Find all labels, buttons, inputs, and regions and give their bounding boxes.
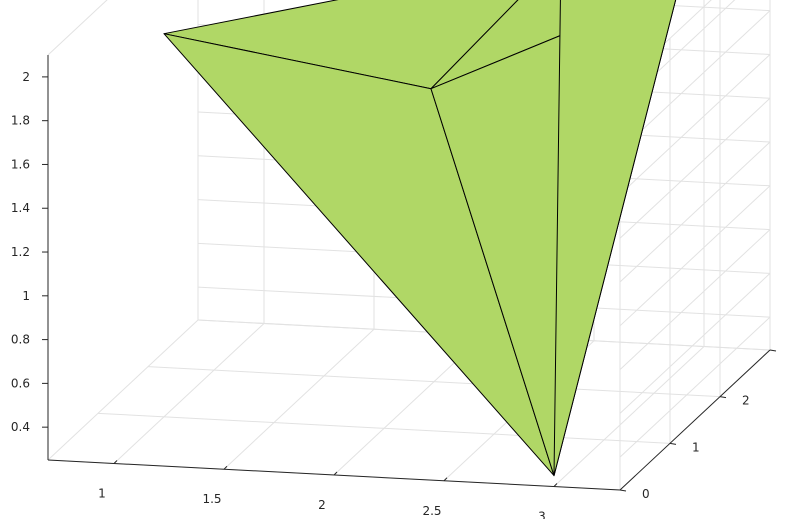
y-tick-label: 1 xyxy=(692,440,700,454)
x-tick xyxy=(113,460,118,464)
grid-line-x-floor xyxy=(113,323,265,464)
z-tick-label: 0.6 xyxy=(11,376,30,390)
y-tick-label: 2 xyxy=(742,394,750,408)
y-tick-label: 0 xyxy=(642,487,650,501)
y-axis xyxy=(619,349,771,491)
box-edge xyxy=(47,319,199,461)
grid-line-y-floor xyxy=(147,366,721,398)
grid-line-z-side xyxy=(619,316,771,458)
tick-labels: 11.522.5301230.40.60.811.21.41.61.82 xyxy=(11,70,750,519)
x-tick-label: 2.5 xyxy=(422,504,441,518)
grid-line-x-floor xyxy=(223,328,375,470)
y-tick xyxy=(669,442,677,445)
grid-line-y-floor xyxy=(97,412,671,444)
grid-line-z-side xyxy=(619,10,771,152)
x-tick xyxy=(223,465,228,470)
surface-face xyxy=(553,0,677,477)
z-tick-label: 1.2 xyxy=(11,245,30,259)
x-tick xyxy=(553,483,558,487)
grid-line-x-floor xyxy=(553,346,705,487)
axes xyxy=(42,55,777,492)
y-tick xyxy=(719,396,727,399)
z-tick-label: 1.6 xyxy=(11,157,30,171)
x-tick xyxy=(443,477,448,482)
x-tick xyxy=(333,471,338,476)
x-tick-label: 1.5 xyxy=(202,492,221,506)
z-tick-label: 1.4 xyxy=(11,201,30,215)
surface-faces xyxy=(163,0,677,477)
x-tick-label: 2 xyxy=(318,498,326,512)
z-tick-label: 0.8 xyxy=(11,333,30,347)
y-tick xyxy=(619,489,627,492)
grid-line-z-side xyxy=(619,141,771,283)
y-tick xyxy=(769,349,777,352)
grid-line-z-side xyxy=(619,229,771,370)
grid-line-z-side xyxy=(619,185,771,327)
grid-line-z-side xyxy=(619,54,771,195)
grid-line-z-side xyxy=(619,273,771,414)
z-tick-label: 2 xyxy=(22,70,30,84)
z-tick-label: 0.4 xyxy=(11,420,30,434)
x-tick-label: 3 xyxy=(538,510,546,519)
x-tick-label: 1 xyxy=(98,486,106,500)
z-tick-label: 1.8 xyxy=(11,114,30,128)
z-tick-label: 1 xyxy=(22,289,30,303)
grid-line-z-side xyxy=(619,97,771,239)
box-edge xyxy=(47,0,108,56)
